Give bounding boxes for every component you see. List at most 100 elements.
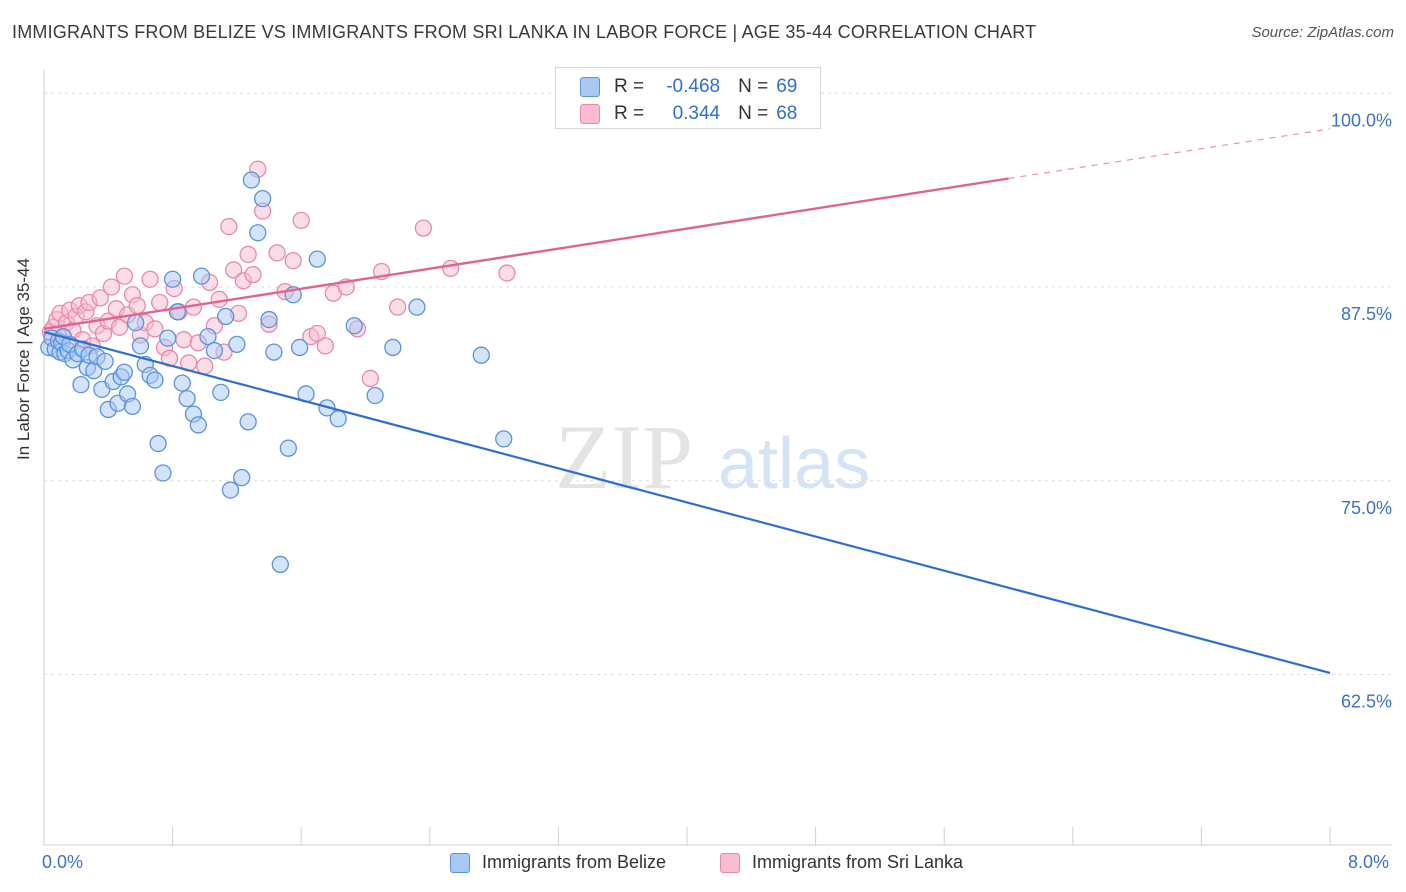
belize-point xyxy=(189,416,207,434)
belize-point xyxy=(408,298,426,316)
belize-point xyxy=(173,374,191,392)
x-min-label: 0.0% xyxy=(42,852,84,872)
belize-trend-line xyxy=(43,330,1331,675)
belize-point xyxy=(216,307,235,326)
r-label: R = xyxy=(614,103,645,124)
belize-point xyxy=(260,310,278,329)
srilanka-point xyxy=(225,261,243,279)
r-value: 0.344 xyxy=(672,103,721,124)
belize-point xyxy=(115,363,134,381)
srilanka-point xyxy=(210,290,228,309)
belize-point xyxy=(253,189,272,208)
y-tick-label: 100.0% xyxy=(1331,110,1392,130)
belize-point xyxy=(131,337,150,355)
bottom-legend: Immigrants from Belize Immigrants from S… xyxy=(0,852,1406,878)
belize-point xyxy=(212,383,230,402)
r-value: -0.468 xyxy=(666,76,721,97)
y-tick-label: 62.5% xyxy=(1341,692,1392,712)
y-tick-labels: 100.0% 87.5% 75.0% 62.5% xyxy=(1331,110,1392,711)
srilanka-point xyxy=(442,259,460,278)
srilanka-point xyxy=(316,337,334,355)
srilanka-point xyxy=(284,251,302,270)
belize-point xyxy=(495,430,513,448)
belize-point xyxy=(472,346,490,364)
srilanka-point xyxy=(110,318,129,336)
belize-point xyxy=(279,439,297,457)
stats-row-srilanka: R = 0.344 N = 68 xyxy=(580,103,797,125)
r-label: R = xyxy=(614,76,645,97)
srilanka-point xyxy=(196,357,214,375)
srilanka-point xyxy=(268,244,286,262)
x-max-label: 8.0% xyxy=(1348,852,1390,872)
belize-swatch xyxy=(580,77,600,97)
belize-point xyxy=(249,224,267,242)
srilanka-point xyxy=(244,265,262,284)
srilanka-point xyxy=(220,217,238,236)
srilanka-point xyxy=(146,320,164,338)
belize-point xyxy=(96,352,114,371)
belize-point xyxy=(126,313,145,332)
stats-row-belize: R = -0.468 N = 69 xyxy=(580,76,797,98)
legend-belize-swatch xyxy=(450,852,470,873)
belize-point xyxy=(265,343,283,361)
n-label: N = xyxy=(738,103,769,124)
belize-point xyxy=(242,171,261,189)
belize-point xyxy=(178,389,196,408)
srilanka-point xyxy=(102,278,121,296)
belize-point xyxy=(384,338,402,357)
watermark-atlas: atlas xyxy=(718,424,870,504)
belize-point xyxy=(221,481,240,499)
n-value: 69 xyxy=(776,76,798,97)
watermark: ZIP atlas xyxy=(555,406,870,508)
belize-point xyxy=(308,250,326,268)
belize-point xyxy=(149,434,167,453)
source-label: Source: ZipAtlas.com xyxy=(1251,24,1394,41)
srilanka-point xyxy=(239,245,257,264)
belize-points xyxy=(40,171,513,574)
belize-point xyxy=(192,267,211,285)
stats-legend: R = -0.468 N = 69 R = 0.344 N = 68 xyxy=(555,67,821,129)
belize-point xyxy=(366,386,384,405)
srilanka-point xyxy=(175,331,193,349)
belize-point xyxy=(199,327,217,346)
chart-title: IMMIGRANTS FROM BELIZE VS IMMIGRANTS FRO… xyxy=(12,22,1037,42)
legend-item-belize[interactable]: Immigrants from Belize xyxy=(450,852,666,873)
belize-point xyxy=(271,555,289,574)
srilanka-point xyxy=(308,324,326,343)
belize-point xyxy=(233,468,251,487)
srilanka-point xyxy=(388,298,407,316)
belize-point xyxy=(72,375,90,394)
srilanka-point xyxy=(141,270,159,288)
belize-point xyxy=(154,464,172,482)
legend-srilanka-swatch xyxy=(720,852,740,873)
belize-point xyxy=(290,338,309,357)
y-tick-label: 87.5% xyxy=(1341,304,1392,324)
srilanka-point xyxy=(128,296,146,315)
belize-point xyxy=(159,329,177,347)
belize-point xyxy=(345,317,363,335)
srilanka-swatch xyxy=(580,104,600,124)
axes xyxy=(43,70,1392,846)
belize-point xyxy=(228,335,246,354)
y-axis-label: In Labor Force | Age 35-44 xyxy=(14,258,33,460)
belize-point xyxy=(205,341,224,360)
srilanka-point xyxy=(91,289,109,307)
srilanka-point xyxy=(414,219,433,237)
belize-point xyxy=(329,410,347,428)
belize-point xyxy=(123,397,142,416)
n-value: 68 xyxy=(776,103,798,124)
y-tick-label: 75.0% xyxy=(1341,498,1392,518)
n-label: N = xyxy=(738,76,769,97)
srilanka-point xyxy=(151,293,169,312)
srilanka-point xyxy=(498,264,516,282)
belize-point xyxy=(239,413,257,431)
srilanka-point xyxy=(115,267,134,285)
legend-srilanka-label: Immigrants from Sri Lanka xyxy=(752,852,964,872)
legend-belize-label: Immigrants from Belize xyxy=(482,852,667,872)
legend-item-srilanka[interactable]: Immigrants from Sri Lanka xyxy=(720,852,963,873)
srilanka-trend-line xyxy=(43,177,1009,331)
srilanka-point xyxy=(292,211,310,230)
belize-point xyxy=(146,371,164,389)
srilanka-point xyxy=(361,369,379,388)
